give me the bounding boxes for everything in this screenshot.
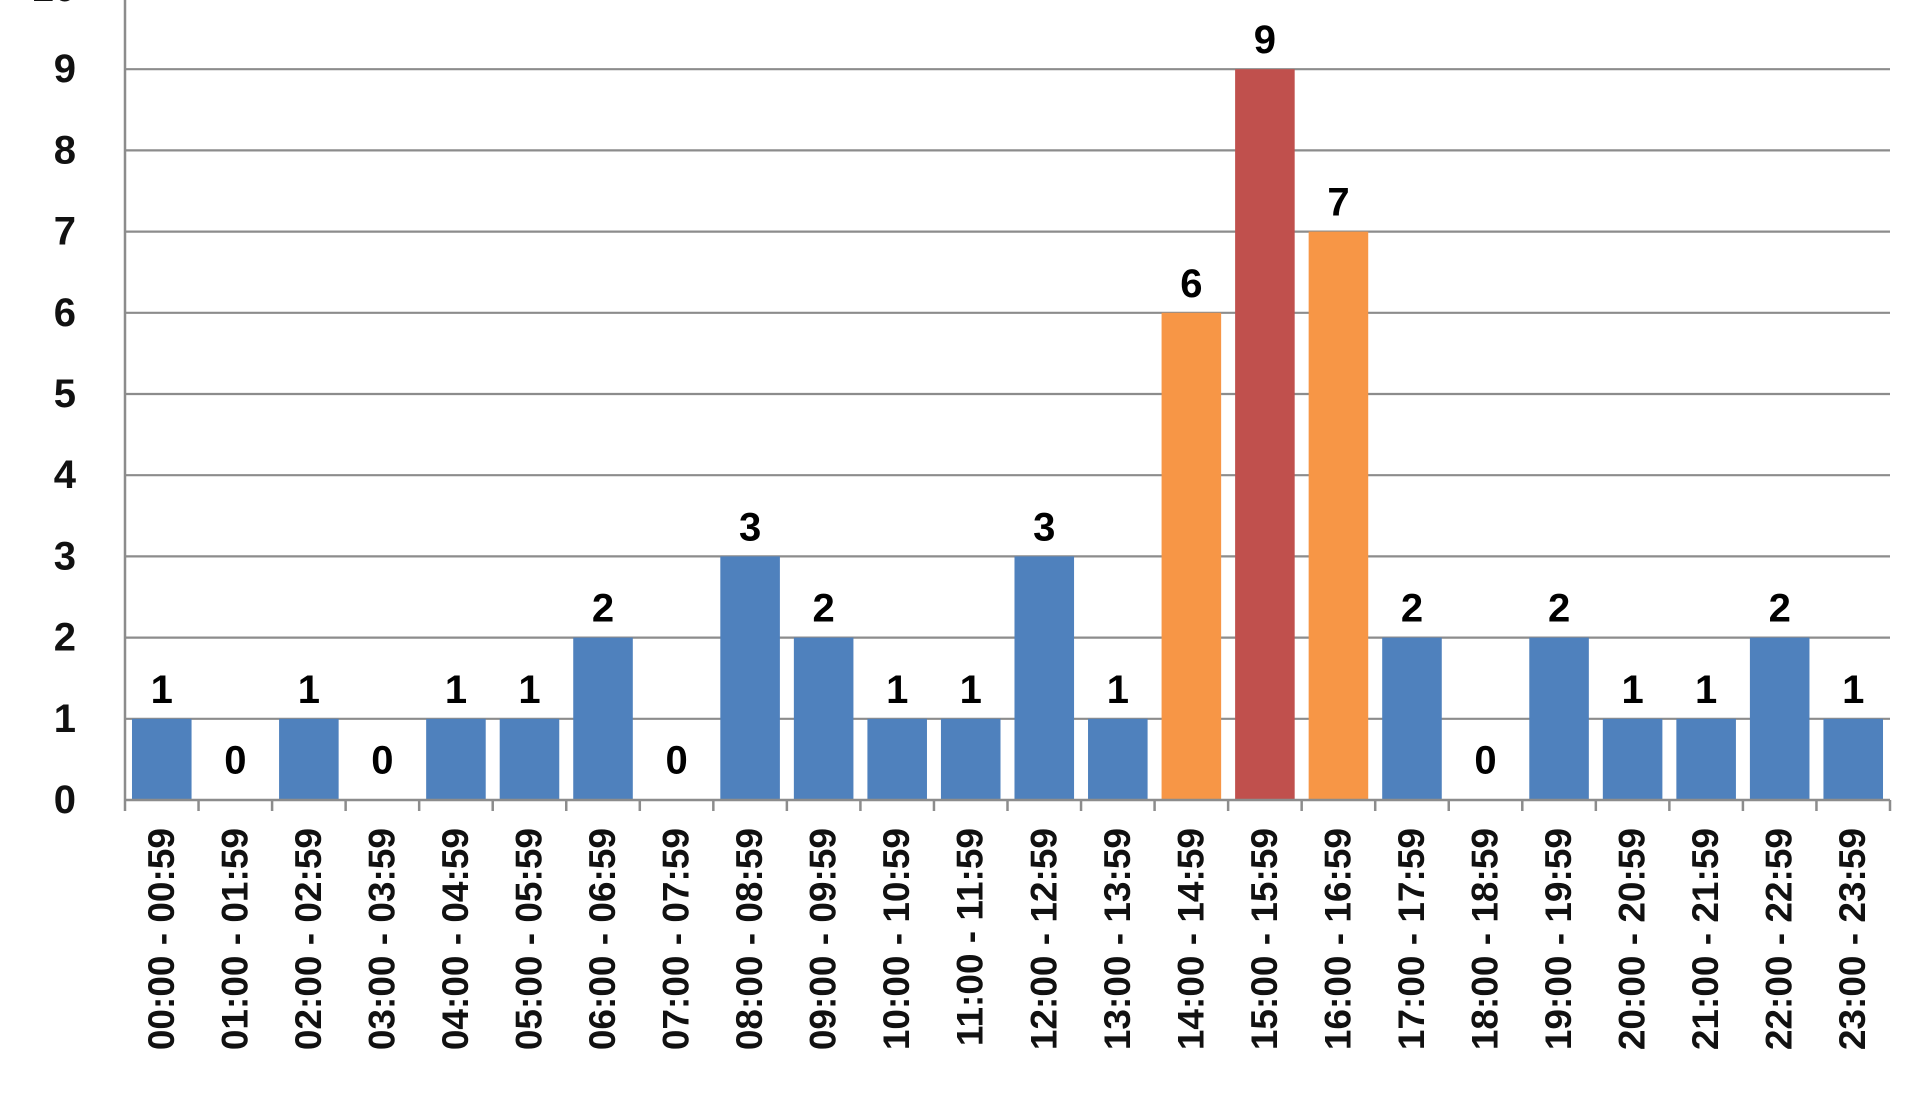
- bar: [1382, 637, 1442, 800]
- bar: [1308, 231, 1369, 801]
- x-tick-label: 18:00 - 18:59: [1465, 828, 1506, 1050]
- y-tick-label: 5: [54, 372, 76, 416]
- bar: [426, 718, 486, 800]
- x-tick-label: 11:00 - 11:59: [950, 828, 991, 1046]
- data-label: 1: [1621, 668, 1643, 712]
- data-label: 1: [518, 668, 540, 712]
- bar: [1161, 312, 1222, 800]
- data-label: 7: [1327, 181, 1349, 225]
- y-tick-label: 6: [54, 291, 76, 335]
- axes: [123, 0, 1892, 811]
- bar: [1235, 69, 1295, 800]
- x-tick-label: 05:00 - 05:59: [508, 828, 549, 1050]
- y-tick-labels: 0 1 2 3 4 5 6 7 8 9 10: [32, 0, 77, 822]
- y-tick-label: 1: [54, 697, 76, 741]
- data-label: 1: [886, 668, 908, 712]
- x-tick-label: 08:00 - 08:59: [729, 828, 770, 1050]
- data-label: 2: [592, 587, 614, 631]
- bar: [131, 718, 192, 800]
- data-label: 2: [1401, 587, 1423, 631]
- x-tick-label: 17:00 - 17:59: [1391, 828, 1432, 1050]
- y-tick-label: 8: [54, 128, 76, 172]
- x-tick-label: 19:00 - 19:59: [1538, 828, 1579, 1050]
- bar: [1014, 556, 1075, 800]
- data-label: 9: [1254, 18, 1276, 62]
- x-tick-labels: 00:00 - 00:59 01:00 - 01:59 02:00 - 02:59 0…: [141, 828, 1873, 1050]
- bar: [867, 718, 927, 800]
- data-label: 1: [1695, 668, 1717, 712]
- x-tick-label: 21:00 - 21:59: [1685, 828, 1726, 1050]
- y-tick-label: 0: [54, 778, 76, 822]
- bar: [720, 556, 780, 800]
- x-tick-label: 02:00 - 02:59: [288, 828, 329, 1050]
- bar: [940, 718, 1001, 800]
- y-tick-label: 4: [54, 453, 77, 497]
- bar: [1749, 637, 1810, 800]
- data-label: 2: [1769, 587, 1791, 631]
- data-labels: 1 0 1 0 1 1 2 0 3 2 1 1 3 1 6 9 7 2 0 2 1 1 2 1: [151, 18, 1865, 782]
- data-label: 3: [739, 505, 761, 549]
- x-tick-label: 10:00 - 10:59: [876, 828, 917, 1050]
- bar: [1823, 718, 1884, 800]
- bar: [1088, 718, 1148, 800]
- x-tick-label: 03:00 - 03:59: [361, 828, 402, 1050]
- data-label: 0: [371, 738, 393, 782]
- y-tick-label: 9: [54, 47, 76, 91]
- y-tick-label: 10: [32, 0, 77, 10]
- bars: [131, 69, 1884, 801]
- x-tick-label: 07:00 - 07:59: [656, 828, 697, 1050]
- data-label: 1: [151, 668, 173, 712]
- data-label: 1: [1107, 668, 1129, 712]
- data-label: 1: [298, 668, 320, 712]
- data-label: 1: [1842, 668, 1864, 712]
- y-tick-label: 7: [54, 210, 76, 254]
- data-label: 1: [960, 668, 982, 712]
- x-tick-label: 14:00 - 14:59: [1170, 828, 1211, 1050]
- data-label: 0: [224, 738, 246, 782]
- bar: [1676, 718, 1736, 800]
- bar: [1529, 637, 1589, 800]
- x-tick-label: 22:00 - 22:59: [1759, 828, 1800, 1050]
- gridlines: [125, 68, 1890, 720]
- data-label: 1: [445, 668, 467, 712]
- bar: [793, 637, 854, 800]
- x-tick-label: 01:00 - 01:59: [214, 828, 255, 1050]
- bar: [1602, 718, 1663, 800]
- x-tick-label: 20:00 - 20:59: [1612, 828, 1653, 1050]
- data-label: 2: [813, 587, 835, 631]
- data-label: 0: [1474, 738, 1496, 782]
- x-tick-label: 15:00 - 15:59: [1244, 828, 1285, 1050]
- bar: [279, 718, 339, 800]
- data-label: 2: [1548, 587, 1570, 631]
- data-label: 0: [665, 738, 687, 782]
- x-tick-label: 09:00 - 09:59: [803, 828, 844, 1050]
- bar: [499, 718, 560, 800]
- data-label: 6: [1180, 262, 1202, 306]
- x-tick-label: 00:00 - 00:59: [141, 828, 182, 1050]
- x-tick-label: 16:00 - 16:59: [1317, 828, 1358, 1050]
- x-tick-label: 04:00 - 04:59: [435, 828, 476, 1050]
- x-tick-label: 12:00 - 12:59: [1023, 828, 1064, 1050]
- y-tick-label: 2: [54, 616, 76, 660]
- bar: [573, 637, 633, 800]
- y-tick-label: 3: [54, 534, 76, 578]
- x-tick-label: 13:00 - 13:59: [1097, 828, 1138, 1050]
- x-tick-label: 06:00 - 06:59: [582, 828, 623, 1050]
- x-tick-label: 23:00 - 23:59: [1832, 828, 1873, 1050]
- data-label: 3: [1033, 505, 1055, 549]
